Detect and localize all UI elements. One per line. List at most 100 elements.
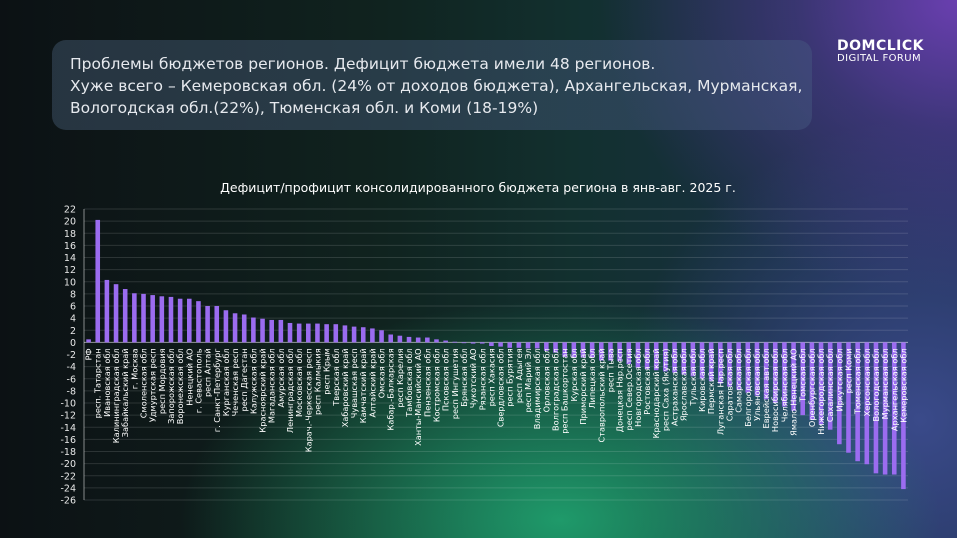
bar (718, 342, 723, 384)
bar (260, 318, 265, 343)
chart-title: Дефицит/профицит консолидированного бюдж… (220, 180, 736, 195)
x-tick-label: Томская обл (798, 348, 808, 402)
x-tick-label: Московская обл (294, 348, 304, 417)
x-tick-label: Новосибирская обл (770, 348, 780, 432)
y-tick-label: -14 (60, 423, 76, 434)
bar (837, 342, 842, 445)
x-tick-label: Брянская обл (459, 348, 469, 406)
y-tick-label: -26 (60, 496, 76, 507)
x-tick-label: Смоленская обл (139, 348, 149, 418)
x-tick-label: респ. Татарстан (93, 348, 103, 418)
bar (425, 337, 430, 343)
x-tick-label: Ненецкий АО (184, 348, 194, 405)
bar (461, 342, 467, 344)
bar (681, 342, 686, 375)
y-tick-label: 4 (70, 314, 76, 325)
x-tick-label: респ Хакасия (486, 348, 496, 406)
x-tick-label: г. Москва (129, 348, 139, 389)
bar (489, 342, 494, 347)
bar (205, 306, 210, 343)
bar (187, 298, 192, 343)
x-tick-label: Хабаровский край (340, 348, 350, 427)
bar (599, 342, 604, 361)
y-tick-label: -8 (67, 386, 76, 397)
bar (663, 342, 668, 372)
x-tick-label: г. Севастополь (193, 348, 203, 413)
bar (306, 323, 311, 343)
x-tick-label: Краснодарский край (651, 348, 661, 438)
bar (507, 342, 513, 348)
bar (736, 342, 741, 390)
bar (141, 293, 146, 343)
x-tick-label: Чувашская респ (349, 348, 359, 418)
bar (113, 284, 119, 343)
bar (846, 342, 851, 453)
y-tick-label: -4 (67, 362, 76, 373)
x-tick-label: Омская обл (377, 348, 387, 398)
bar (672, 342, 677, 373)
y-tick-label: 20 (64, 217, 76, 228)
bar (351, 326, 357, 343)
y-tick-label: -6 (67, 374, 76, 385)
bar (287, 322, 293, 343)
x-tick-label: Свердловская обл (496, 348, 506, 427)
bar (278, 319, 284, 343)
x-tick-label: Кировская обл (697, 348, 707, 411)
bar (626, 342, 632, 365)
bar (296, 323, 302, 343)
x-tick-label: Ивановская обл (102, 348, 112, 416)
x-tick-label: Рязанская обл (477, 348, 487, 410)
bar (635, 342, 641, 368)
bar (818, 342, 824, 425)
x-tick-label: Иркутская обл (834, 348, 844, 411)
bar (223, 310, 229, 343)
bar (397, 335, 403, 343)
x-tick-label: Камчатский край (358, 348, 368, 423)
bar (159, 296, 165, 343)
domclick-logo: DOMCLICK DIGITAL FORUM (837, 38, 924, 64)
y-tick-label: 10 (64, 277, 76, 288)
x-tick-label: Калининградская обл (111, 348, 121, 443)
x-tick-label: Магаданская обл (267, 348, 277, 423)
bar (644, 342, 650, 370)
x-tick-label: РФ (84, 348, 94, 360)
bar (608, 342, 613, 361)
y-tick-label: 8 (70, 289, 76, 300)
x-tick-label: Мурманская обл (880, 348, 890, 419)
x-tick-label: респ Тыва (605, 348, 615, 392)
x-tick-label: респ Адыгея (514, 348, 524, 403)
bar (406, 336, 412, 343)
x-tick-label: Астраханская обл (670, 348, 680, 426)
bar (745, 342, 751, 393)
x-tick-label: Владимирская обл (532, 348, 542, 429)
y-tick-label: -22 (60, 471, 76, 482)
x-tick-label: Орловская обл (541, 348, 551, 412)
bar (782, 342, 787, 407)
bar (864, 342, 870, 465)
y-tick-label: -12 (60, 411, 76, 422)
bar (360, 327, 366, 343)
gridlines (84, 208, 908, 501)
bar (214, 306, 220, 343)
bar (379, 330, 384, 343)
x-tick-label: Чукотский АО (468, 348, 478, 408)
x-tick-label: Курганская обл (221, 348, 231, 416)
x-tick-label: Алтайский край (367, 348, 377, 417)
x-tick-label: Ульяновская обл (752, 348, 762, 420)
x-tick-label: Калужская обл (248, 348, 258, 414)
y-tick-label: 6 (70, 302, 76, 313)
bar (791, 342, 796, 411)
x-tick-label: Кабар.-Балкарская (386, 348, 396, 430)
y-tick-label: 0 (70, 338, 76, 349)
x-tick-label: респ Дагестан (239, 348, 249, 411)
y-tick-label: 18 (64, 229, 76, 240)
logo-line1: DOMCLICK (837, 38, 924, 54)
x-tick-label: Ростовская обл (642, 348, 652, 414)
bar (479, 342, 485, 344)
x-tick-label: Вологодская обл (871, 348, 881, 421)
bar (324, 324, 329, 343)
bar (315, 323, 320, 343)
x-tick-label: Псковская обл (441, 348, 451, 411)
y-tick-label: 14 (64, 253, 76, 264)
